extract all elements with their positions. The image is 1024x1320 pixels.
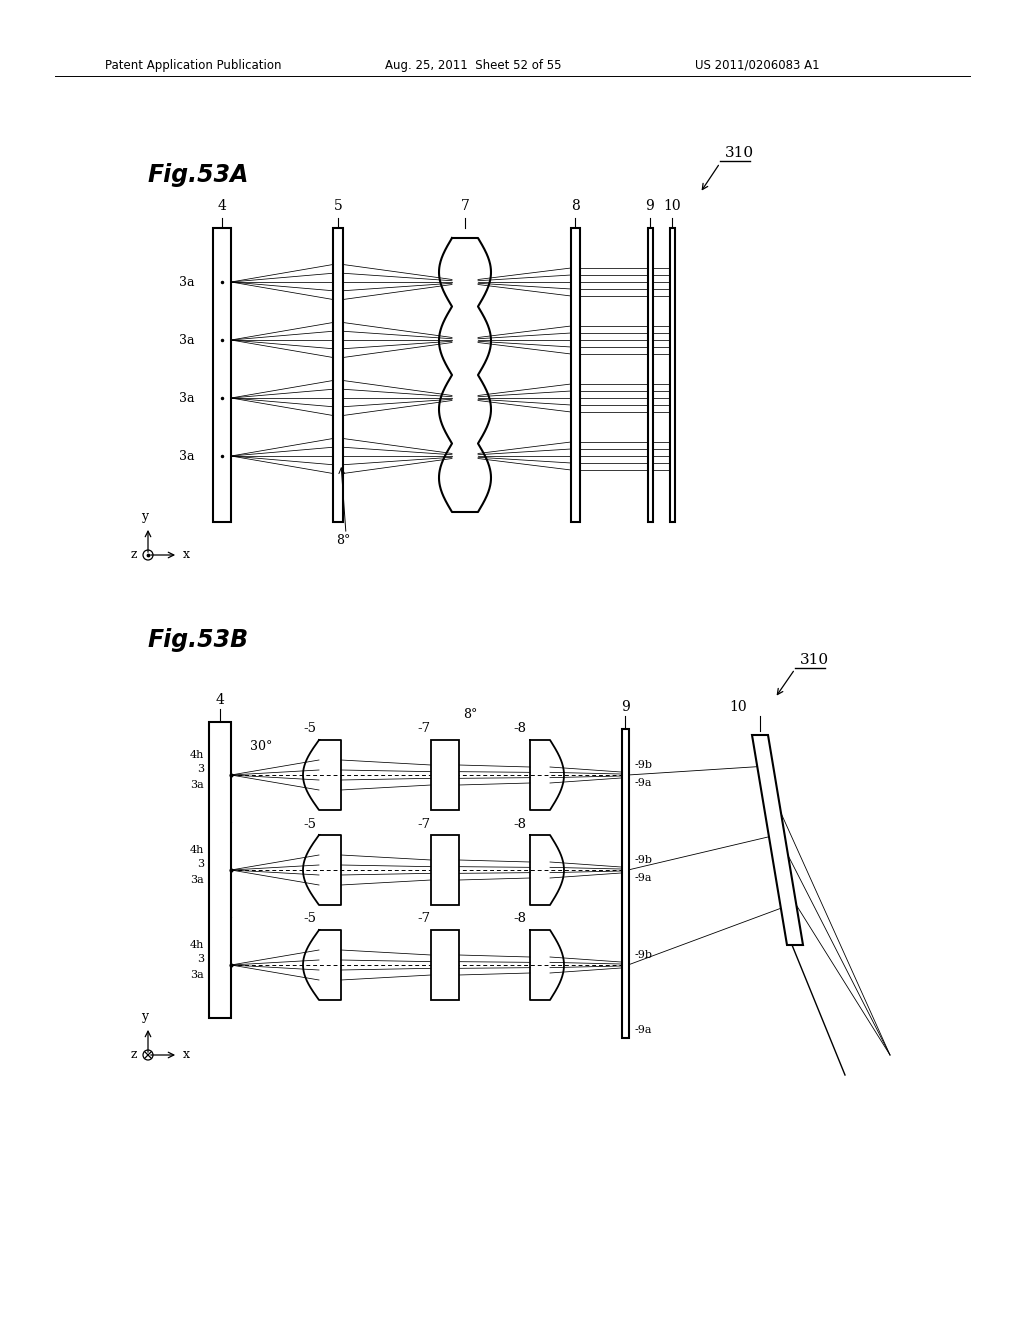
Text: y: y xyxy=(141,1010,148,1023)
Text: 4: 4 xyxy=(216,693,224,708)
Text: US 2011/0206083 A1: US 2011/0206083 A1 xyxy=(695,58,819,71)
Text: 4: 4 xyxy=(217,199,226,213)
Text: 3a: 3a xyxy=(178,392,194,404)
Text: 5: 5 xyxy=(334,199,342,213)
Text: -7: -7 xyxy=(418,912,431,925)
Polygon shape xyxy=(752,735,803,945)
Bar xyxy=(431,836,459,906)
Text: Fig.53A: Fig.53A xyxy=(148,162,250,187)
Text: 10: 10 xyxy=(664,199,681,213)
Text: y: y xyxy=(141,510,148,523)
Text: 3: 3 xyxy=(197,764,204,774)
Text: 3a: 3a xyxy=(178,276,194,289)
Text: -9a: -9a xyxy=(635,777,652,788)
Text: -9b: -9b xyxy=(635,760,653,770)
Text: Patent Application Publication: Patent Application Publication xyxy=(105,58,282,71)
Text: 310: 310 xyxy=(725,147,754,160)
Text: -8: -8 xyxy=(513,912,526,925)
Text: 7: 7 xyxy=(461,199,469,213)
Text: z: z xyxy=(130,1048,137,1061)
Text: -5: -5 xyxy=(303,722,316,735)
Text: 3: 3 xyxy=(197,954,204,964)
Text: 9: 9 xyxy=(621,700,630,714)
Bar xyxy=(213,228,231,521)
Text: 8°: 8° xyxy=(463,709,477,722)
Text: Fig.53B: Fig.53B xyxy=(148,628,249,652)
Bar xyxy=(333,228,343,521)
Text: 8: 8 xyxy=(570,199,580,213)
Bar xyxy=(622,729,629,1038)
Bar xyxy=(570,228,580,521)
Text: 4h: 4h xyxy=(189,750,204,760)
Text: 30°: 30° xyxy=(250,741,272,754)
Text: z: z xyxy=(130,549,137,561)
Text: 3a: 3a xyxy=(190,875,204,884)
Text: 310: 310 xyxy=(800,653,829,667)
Text: 3: 3 xyxy=(197,859,204,869)
Text: -8: -8 xyxy=(513,722,526,735)
Text: Aug. 25, 2011  Sheet 52 of 55: Aug. 25, 2011 Sheet 52 of 55 xyxy=(385,58,561,71)
Text: 9: 9 xyxy=(645,199,654,213)
Bar xyxy=(209,722,231,1018)
Text: -9b: -9b xyxy=(635,950,653,960)
Bar xyxy=(670,228,675,521)
Text: -7: -7 xyxy=(418,722,431,735)
Text: -5: -5 xyxy=(303,817,316,830)
Text: 3a: 3a xyxy=(178,334,194,346)
Text: -5: -5 xyxy=(303,912,316,925)
Text: 8°: 8° xyxy=(336,533,350,546)
Text: 4h: 4h xyxy=(189,845,204,855)
Text: -9b: -9b xyxy=(635,855,653,865)
Text: 3a: 3a xyxy=(190,780,204,789)
Bar xyxy=(647,228,652,521)
Bar xyxy=(431,741,459,810)
Text: 4h: 4h xyxy=(189,940,204,950)
Text: -7: -7 xyxy=(418,817,431,830)
Text: -8: -8 xyxy=(513,817,526,830)
Bar xyxy=(431,931,459,1001)
Text: -9a: -9a xyxy=(635,1026,652,1035)
Text: 10: 10 xyxy=(729,700,746,714)
Text: 3a: 3a xyxy=(178,450,194,462)
Text: x: x xyxy=(183,549,190,561)
Text: x: x xyxy=(183,1048,190,1061)
Text: 3a: 3a xyxy=(190,970,204,979)
Text: -9a: -9a xyxy=(635,873,652,883)
